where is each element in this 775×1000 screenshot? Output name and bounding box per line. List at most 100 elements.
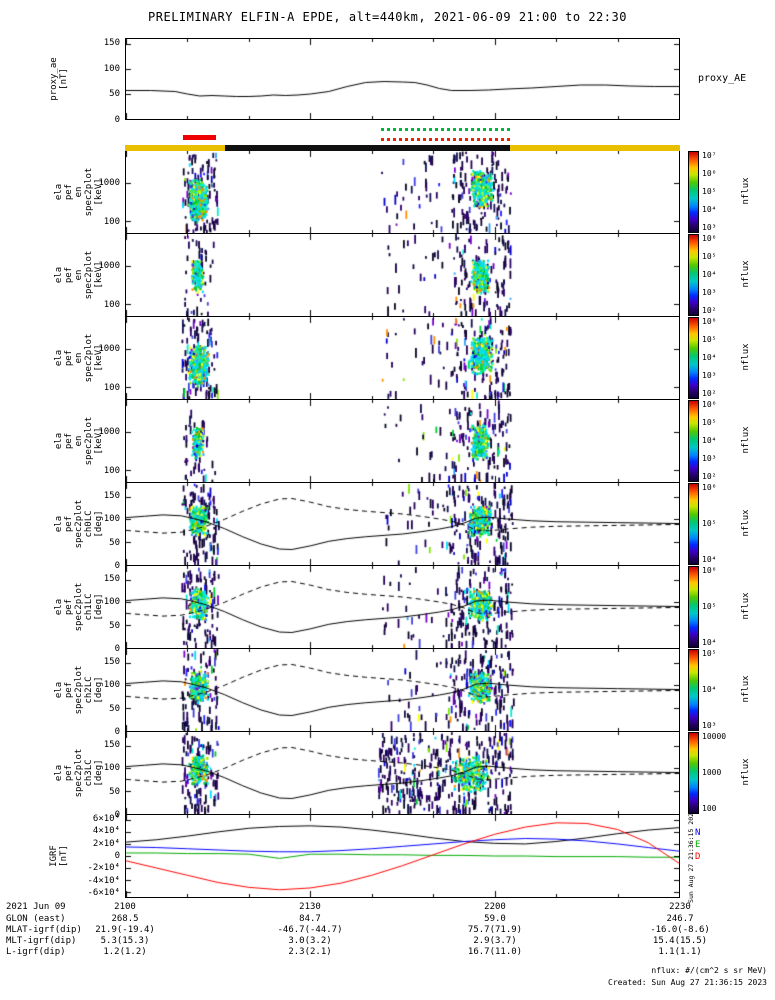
colorbar-tick: 10⁴ <box>702 638 717 647</box>
ytick-en_spec_0: 100 <box>103 217 120 228</box>
side-timestamp: Sun Aug 27 21:36:15 2023 <box>687 809 695 903</box>
colorbar-tick: 10⁶ <box>702 483 717 492</box>
ytick-ch2LC: 50 <box>109 703 120 714</box>
ytick-igrf: -6×10⁴ <box>87 888 120 899</box>
canvas-en_spec_3 <box>126 400 679 482</box>
footer-row-value: 268.5 <box>111 914 139 924</box>
footer-row-value: 5.3(15.3) <box>100 936 150 946</box>
panel-en_spec_2 <box>125 316 680 400</box>
footer-row-value: 16.7(11.0) <box>467 947 523 957</box>
ytick-ch1LC: 100 <box>103 597 120 608</box>
footer-row-label: L-igrf(dip) <box>6 947 66 957</box>
canvas-en_spec_2 <box>126 317 679 399</box>
footer-row-value: -46.7(-44.7) <box>277 925 343 935</box>
ytick-en_spec_3: 100 <box>103 466 120 477</box>
colorbar-tick: 10⁴ <box>702 205 717 214</box>
ytick-en_spec_1: 1000 <box>98 261 120 272</box>
footer-row-value: 1.2(1.2) <box>103 947 147 957</box>
colorbar-tick: 10³ <box>702 223 717 232</box>
ytick-ch0LC: 0 <box>114 561 120 571</box>
colorbar-label: nflux <box>741 343 751 371</box>
date-label: 2021 Jun 09 <box>6 902 66 912</box>
colorbar-tick: 10⁶ <box>702 234 717 243</box>
colorbar-tick: 100 <box>702 804 717 813</box>
ytick-igrf: -2×10⁴ <box>87 863 120 874</box>
legend-D: D <box>695 852 701 862</box>
canvas-igrf <box>126 815 679 897</box>
panel-proxy_ae <box>125 38 680 120</box>
mode-bar-segment-0 <box>125 145 225 151</box>
mode-bar-segment-1 <box>224 145 510 151</box>
colorbar-tick: 10⁶ <box>702 400 717 409</box>
colorbar-tick: 10⁶ <box>702 317 717 326</box>
footer-row-value: 21.9(-19.4) <box>95 925 155 935</box>
colorbar-tick: 10⁵ <box>702 187 717 196</box>
colorbar-tick: 10⁶ <box>702 169 717 178</box>
colorbar-tick: 10⁶ <box>702 566 717 575</box>
panel-en_spec_1 <box>125 233 680 317</box>
colorbar-en_spec_0 <box>688 151 699 233</box>
colorbar-tick: 10³ <box>702 721 717 730</box>
green-dotted-indicator <box>380 128 511 131</box>
footer-row-value: 84.7 <box>299 914 321 924</box>
colorbar-tick: 10² <box>702 389 717 398</box>
ytick-igrf: 2×10⁴ <box>92 838 120 849</box>
panel-ch0LC <box>125 482 680 566</box>
footer-row-label: GLON (east) <box>6 914 66 924</box>
footer-row-label: MLT-igrf(dip) <box>6 936 77 946</box>
colorbar-tick: 1000 <box>702 768 722 777</box>
colorbar-tick: 10⁴ <box>702 353 717 362</box>
ytick-en_spec_1: 100 <box>103 300 120 311</box>
canvas-ch2LC <box>126 649 679 731</box>
xtick-label: 2130 <box>299 902 321 912</box>
xtick-label: 2100 <box>114 902 136 912</box>
colorbar-tick: 10⁴ <box>702 270 717 279</box>
footer-row-value: 1.1(1.1) <box>658 947 702 957</box>
ytick-igrf: -4×10⁴ <box>87 875 120 886</box>
colorbar-tick: 10³ <box>702 454 717 463</box>
ytick-ch3LC: 0 <box>114 810 120 820</box>
xtick-label: 2230 <box>669 902 691 912</box>
ytick-ch3LC: 150 <box>103 740 120 750</box>
legend-E: E <box>695 840 701 850</box>
panel-ch1LC <box>125 565 680 649</box>
footer-row-value: 59.0 <box>484 914 506 924</box>
canvas-en_spec_1 <box>126 234 679 316</box>
ytick-ch2LC: 150 <box>103 657 120 667</box>
ytick-ch2LC: 0 <box>114 727 120 737</box>
panel-en_spec_0 <box>125 150 680 234</box>
colorbar-tick: 10² <box>702 472 717 481</box>
footer-row-value: 2.9(3.7) <box>473 936 517 946</box>
ytick-en_spec_2: 1000 <box>98 344 120 355</box>
footer-row-value: 246.7 <box>666 914 694 924</box>
red-dotted-indicator <box>380 138 511 141</box>
canvas-ch3LC <box>126 732 679 814</box>
colorbar-label: nflux <box>741 509 751 537</box>
ytick-ch0LC: 100 <box>103 514 120 525</box>
colorbar-label: nflux <box>741 758 751 786</box>
colorbar-tick: 10³ <box>702 288 717 297</box>
colorbar-tick: 10⁴ <box>702 436 717 445</box>
colorbar-tick: 10⁵ <box>702 602 717 611</box>
colorbar-tick: 10000 <box>702 732 727 741</box>
ytick-igrf: 6×10⁴ <box>92 813 120 824</box>
colorbar-label: nflux <box>741 260 751 288</box>
page-title: PRELIMINARY ELFIN-A EPDE, alt=440km, 202… <box>148 10 627 24</box>
colorbar-tick: 10³ <box>702 371 717 380</box>
footer-row-value: -16.0(-8.6) <box>650 925 710 935</box>
ytick-igrf: 0 <box>114 851 120 861</box>
ytick-proxy_ae: 50 <box>109 89 120 100</box>
ytick-ch2LC: 100 <box>103 680 120 691</box>
ytick-proxy_ae: 150 <box>103 38 120 49</box>
colorbar-en_spec_1 <box>688 234 699 316</box>
colorbar-tick: 10⁵ <box>702 649 717 658</box>
created-note: Created: Sun Aug 27 21:36:15 2023 <box>608 978 767 987</box>
footer-row-value: 75.7(71.9) <box>467 925 523 935</box>
canvas-proxy_ae <box>126 39 679 119</box>
mode-bar-segment-2 <box>509 145 680 151</box>
colorbar-label: nflux <box>741 426 751 454</box>
colorbar-label: nflux <box>741 177 751 205</box>
colorbar-ch3LC <box>688 732 699 814</box>
ytick-proxy_ae: 100 <box>103 63 120 74</box>
